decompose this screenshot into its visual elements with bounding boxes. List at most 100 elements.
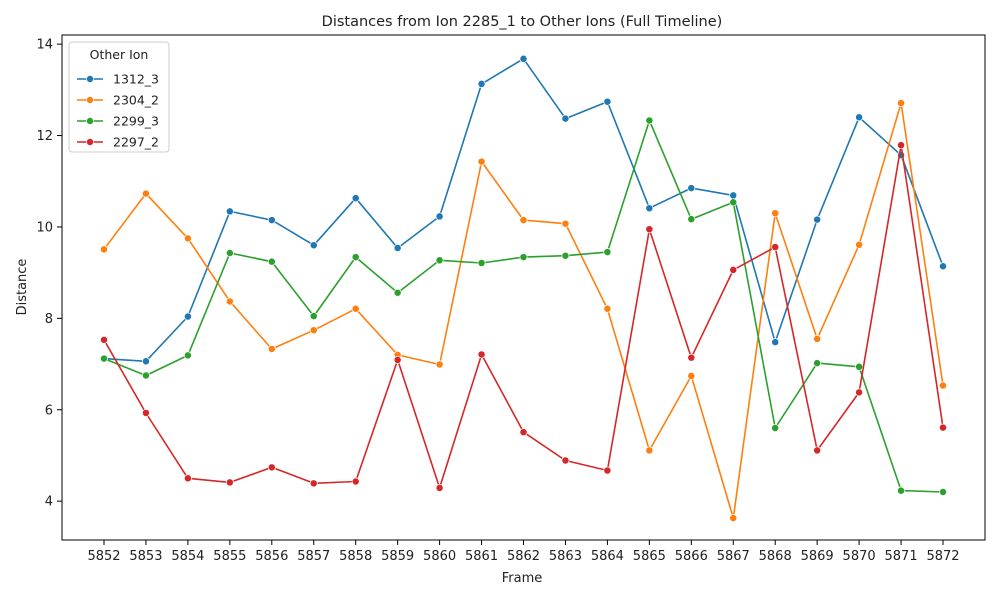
data-point: [141, 371, 150, 380]
x-tick-label: 5857: [297, 549, 330, 564]
x-tick-label: 5860: [423, 549, 456, 564]
y-tick-label: 4: [45, 495, 53, 510]
y-axis-label: Distance: [15, 259, 30, 316]
legend-item: 2297_2: [77, 135, 159, 150]
data-point: [351, 304, 360, 313]
data-point: [225, 207, 234, 216]
data-point: [771, 243, 780, 252]
data-point: [645, 225, 654, 234]
data-point: [351, 194, 360, 203]
x-tick-label: 5862: [507, 549, 540, 564]
data-point: [435, 360, 444, 369]
data-point: [645, 204, 654, 213]
legend-label: 2304_2: [113, 93, 159, 108]
data-point: [141, 189, 150, 198]
x-tick-label: 5869: [801, 549, 834, 564]
data-point: [897, 141, 906, 150]
data-point: [855, 388, 864, 397]
data-point: [267, 257, 276, 266]
y-tick-label: 10: [36, 220, 53, 235]
x-tick-label: 5852: [87, 549, 120, 564]
x-tick-label: 5856: [255, 549, 288, 564]
data-point: [855, 113, 864, 122]
data-point: [351, 253, 360, 262]
x-tick-label: 5867: [717, 549, 750, 564]
data-point: [939, 488, 947, 496]
x-tick-label: 5864: [591, 549, 624, 564]
data-point: [309, 312, 318, 321]
data-point: [813, 334, 822, 343]
data-point: [561, 456, 570, 465]
data-point: [225, 478, 234, 487]
data-point: [225, 249, 234, 257]
data-point: [393, 244, 402, 252]
series-2304_2: [100, 99, 947, 523]
data-point: [141, 409, 150, 417]
data-point: [645, 116, 654, 125]
legend-label: 2299_3: [113, 114, 159, 129]
x-tick-label: 5861: [465, 549, 498, 564]
data-point: [100, 245, 108, 254]
legend-swatch-marker: [86, 96, 94, 104]
data-point: [939, 381, 947, 390]
data-point: [141, 357, 150, 366]
data-point: [687, 184, 696, 193]
data-point: [561, 219, 570, 228]
data-point: [561, 114, 570, 123]
data-point: [267, 345, 276, 353]
data-point: [729, 514, 738, 523]
chart-title: Distances from Ion 2285_1 to Other Ions …: [322, 14, 723, 30]
data-point: [393, 355, 402, 364]
data-point: [183, 312, 192, 321]
data-point: [729, 265, 738, 274]
legend-swatch-marker: [86, 75, 94, 83]
legend-item: 1312_3: [77, 72, 159, 87]
data-point: [309, 479, 318, 488]
data-point: [897, 486, 906, 495]
legend-box: [68, 41, 170, 153]
data-point: [813, 359, 822, 368]
data-point: [603, 248, 612, 257]
data-point: [183, 234, 192, 243]
data-point: [435, 256, 444, 265]
data-point: [687, 215, 696, 224]
data-point: [309, 241, 318, 250]
x-tick-label: 5866: [675, 549, 708, 564]
data-point: [813, 446, 822, 455]
data-point: [939, 423, 947, 432]
data-point: [183, 474, 192, 483]
data-point: [477, 157, 486, 166]
legend-item: 2299_3: [77, 114, 159, 129]
data-point: [435, 212, 444, 221]
data-point: [603, 304, 612, 313]
data-point: [729, 198, 738, 207]
x-tick-label: 5854: [171, 549, 204, 564]
data-point: [729, 191, 738, 200]
y-tick-label: 14: [36, 38, 53, 53]
data-point: [267, 463, 276, 472]
data-point: [519, 253, 528, 262]
data-point: [393, 288, 402, 297]
legend-label: 2297_2: [113, 135, 159, 150]
data-point: [225, 297, 234, 306]
x-tick-label: 5858: [339, 549, 372, 564]
data-point: [687, 353, 696, 362]
plot-area: 5852 5853 5854 5855 5856 5857 5858 5859 5860 5861…: [36, 34, 986, 564]
data-point: [939, 262, 947, 271]
legend: Other Ion 1312_3 2304_2 2299_3 2297_2: [68, 41, 170, 153]
data-point: [645, 446, 654, 455]
data-point: [855, 362, 864, 371]
legend-swatch-marker: [86, 138, 94, 146]
data-point: [897, 99, 906, 108]
data-point: [561, 251, 570, 260]
data-point: [100, 335, 108, 344]
y-tick-label: 12: [36, 129, 53, 144]
data-point: [603, 466, 612, 475]
data-point: [519, 216, 528, 225]
x-tick-label: 5855: [213, 549, 246, 564]
data-point: [519, 428, 528, 437]
data-point: [771, 338, 780, 347]
x-tick-label: 5872: [926, 549, 959, 564]
y-tick-label: 8: [45, 312, 53, 327]
